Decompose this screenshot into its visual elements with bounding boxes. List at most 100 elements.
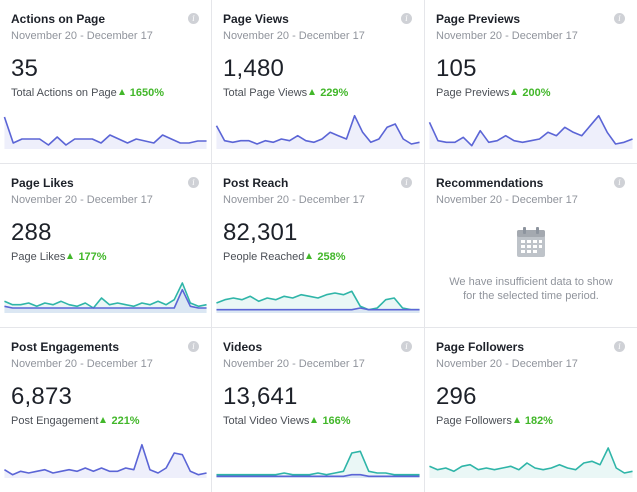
sparkline-chart[interactable] (425, 434, 637, 482)
card-date-range: November 20 - December 17 (436, 194, 578, 206)
card-change: 221% (111, 415, 140, 427)
sparkline-area-0 (216, 115, 420, 149)
card-title[interactable]: Page Likes (11, 176, 74, 190)
card-title[interactable]: Recommendations (436, 176, 544, 190)
info-icon[interactable]: i (188, 341, 199, 352)
card-metric-row: Page Likes 177% (11, 250, 201, 264)
sparkline-chart[interactable] (212, 434, 424, 482)
card-date-range: November 20 - December 17 (436, 358, 578, 370)
sparkline-area-0 (4, 444, 207, 478)
sparkline-line-1 (4, 290, 206, 308)
info-icon[interactable]: i (401, 341, 412, 352)
card-value: 105 (436, 55, 477, 82)
card-metric-row: Total Page Views 229% (223, 86, 414, 100)
info-icon[interactable]: i (188, 13, 199, 24)
calendar-icon (516, 226, 546, 263)
card-value: 35 (11, 55, 39, 82)
card-page-views[interactable]: Page Views November 20 - December 17 i 1… (212, 0, 425, 164)
sparkline-line-1 (216, 308, 419, 310)
card-metric-label: Page Followers (436, 415, 512, 427)
card-title[interactable]: Page Previews (436, 12, 521, 26)
card-date-range: November 20 - December 17 (223, 194, 365, 206)
card-metric-label: Total Actions on Page (11, 87, 117, 99)
sparkline-line-1 (216, 475, 419, 477)
trend-up-icon (67, 253, 74, 259)
card-change: 177% (78, 251, 107, 263)
sparkline-line-0 (216, 451, 419, 474)
info-icon[interactable]: i (614, 341, 625, 352)
sparkline-line-0 (216, 116, 419, 144)
info-icon[interactable]: i (401, 177, 412, 188)
sparkline-line-0 (216, 291, 419, 309)
card-value: 82,301 (223, 219, 298, 246)
sparkline-area-0 (429, 448, 633, 478)
sparkline-area-0 (4, 283, 207, 313)
sparkline-area-0 (216, 291, 420, 313)
card-metric-label: People Reached (223, 251, 305, 263)
card-change: 229% (320, 87, 349, 99)
card-title[interactable]: Post Reach (223, 176, 289, 190)
card-recommendations[interactable]: Recommendations November 20 - December 1… (425, 164, 637, 328)
trend-up-icon (513, 417, 520, 423)
sparkline-line-0 (429, 448, 632, 473)
card-change: 166% (322, 415, 351, 427)
card-change: 258% (317, 251, 346, 263)
trend-up-icon (311, 417, 318, 423)
sparkline-area-0 (4, 117, 207, 149)
card-post-reach[interactable]: Post Reach November 20 - December 17 i 8… (212, 164, 425, 328)
card-metric-row: Post Engagement 221% (11, 414, 201, 428)
empty-state-message: We have insufficient data to show for th… (449, 276, 613, 302)
card-title[interactable]: Post Engagements (11, 340, 120, 354)
sparkline-chart[interactable] (0, 105, 211, 153)
sparkline-chart[interactable] (0, 269, 211, 317)
sparkline-line-0 (4, 445, 206, 475)
trend-up-icon (306, 253, 313, 259)
sparkline-line-0 (4, 283, 206, 308)
card-date-range: November 20 - December 17 (223, 358, 365, 370)
sparkline-chart[interactable] (212, 105, 424, 153)
card-title[interactable]: Page Followers (436, 340, 525, 354)
info-icon[interactable]: i (614, 177, 625, 188)
sparkline-line-0 (4, 117, 206, 145)
card-change: 200% (522, 87, 551, 99)
card-actions-on-page[interactable]: Actions on Page November 20 - December 1… (0, 0, 212, 164)
info-icon[interactable]: i (614, 13, 625, 24)
sparkline-area-0 (429, 115, 633, 149)
info-icon[interactable]: i (401, 13, 412, 24)
card-metric-label: Page Previews (436, 87, 510, 99)
trend-up-icon (511, 89, 518, 95)
card-title[interactable]: Page Views (223, 12, 289, 26)
card-page-previews[interactable]: Page Previews November 20 - December 17 … (425, 0, 637, 164)
trend-up-icon (100, 417, 107, 423)
card-value: 6,873 (11, 383, 73, 410)
card-title[interactable]: Actions on Page (11, 12, 106, 26)
card-metric-row: People Reached 258% (223, 250, 414, 264)
card-metric-label: Total Video Views (223, 415, 310, 427)
sparkline-chart[interactable] (425, 105, 637, 153)
card-videos[interactable]: Videos November 20 - December 17 i 13,64… (212, 328, 425, 492)
card-value: 1,480 (223, 55, 285, 82)
card-date-range: November 20 - December 17 (223, 30, 365, 42)
card-metric-row: Total Actions on Page 1650% (11, 86, 201, 100)
trend-up-icon (118, 89, 125, 95)
card-value: 288 (11, 219, 52, 246)
card-post-engagements[interactable]: Post Engagements November 20 - December … (0, 328, 212, 492)
card-metric-row: Page Followers 182% (436, 414, 627, 428)
card-date-range: November 20 - December 17 (11, 358, 153, 370)
card-date-range: November 20 - December 17 (11, 30, 153, 42)
card-change: 1650% (129, 87, 165, 99)
card-metric-row: Total Video Views 166% (223, 414, 414, 428)
card-metric-label: Page Likes (11, 251, 66, 263)
card-page-followers[interactable]: Page Followers November 20 - December 17… (425, 328, 637, 492)
card-date-range: November 20 - December 17 (436, 30, 578, 42)
card-metric-label: Total Page Views (223, 87, 308, 99)
sparkline-chart[interactable] (212, 269, 424, 317)
card-page-likes[interactable]: Page Likes November 20 - December 17 i 2… (0, 164, 212, 328)
card-date-range: November 20 - December 17 (11, 194, 153, 206)
sparkline-chart[interactable] (0, 434, 211, 482)
empty-state: We have insufficient data to show for th… (425, 226, 637, 303)
sparkline-line-0 (429, 116, 632, 146)
card-title[interactable]: Videos (223, 340, 263, 354)
info-icon[interactable]: i (188, 177, 199, 188)
